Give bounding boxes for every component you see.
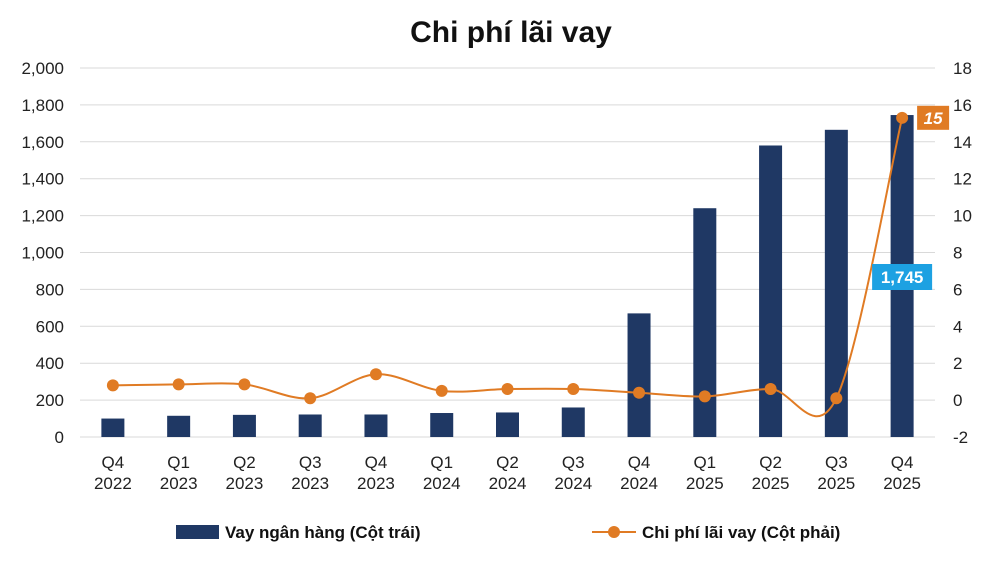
line-point: [698, 390, 711, 403]
category-label-quarter: Q4: [102, 453, 125, 472]
line-point: [633, 386, 646, 399]
category-label-year: 2023: [291, 474, 329, 493]
category-label-year: 2024: [423, 474, 461, 493]
bar-series: [101, 115, 914, 438]
callout-box: [872, 264, 933, 290]
category-label-quarter: Q3: [299, 453, 322, 472]
category-label-year: 2024: [620, 474, 658, 493]
line-point: [172, 378, 185, 391]
legend-item-line: Chi phí lãi vay (Cột phải): [592, 523, 840, 542]
right-tick-label: 0: [953, 391, 962, 410]
chart-title: Chi phí lãi vay: [410, 16, 612, 49]
data-callout: 1,745: [872, 264, 933, 290]
line-series: [106, 111, 909, 418]
line-point: [764, 383, 777, 396]
left-tick-label: 0: [55, 428, 64, 447]
line-point: [304, 392, 317, 405]
bar: [167, 415, 191, 437]
category-label-year: 2023: [357, 474, 395, 493]
line-point: [567, 383, 580, 396]
right-tick-label: 12: [953, 170, 972, 189]
legend-label: Vay ngân hàng (Cột trái): [225, 523, 421, 542]
bar: [561, 407, 585, 437]
bar: [627, 313, 651, 437]
legend: Vay ngân hàng (Cột trái) Chi phí lãi vay …: [176, 523, 840, 542]
category-label-quarter: Q4: [365, 453, 388, 472]
category-label-quarter: Q4: [891, 453, 914, 472]
category-label-year: 2023: [226, 474, 264, 493]
right-tick-label: 14: [953, 133, 972, 152]
left-tick-label: 1,600: [21, 133, 64, 152]
bar: [232, 414, 256, 437]
bar: [101, 418, 125, 437]
line-point: [106, 379, 119, 392]
line-point: [896, 111, 909, 124]
bar: [298, 414, 322, 437]
category-label-quarter: Q1: [693, 453, 716, 472]
category-label-quarter: Q3: [825, 453, 848, 472]
callout-label: 15: [924, 109, 943, 128]
left-tick-label: 800: [36, 280, 64, 299]
left-tick-label: 1,400: [21, 170, 64, 189]
callout-label: 1,745: [881, 268, 924, 287]
right-tick-label: 8: [953, 244, 962, 263]
right-axis: -2 0 2 4 6 8 10 12 14 16 18: [953, 59, 972, 447]
line-point: [238, 378, 251, 391]
line-point: [435, 384, 448, 397]
category-label-year: 2025: [883, 474, 921, 493]
data-callouts: 1,745 15: [872, 105, 950, 290]
category-label-year: 2025: [686, 474, 724, 493]
line-point: [501, 383, 514, 396]
bar: [496, 412, 519, 437]
legend-label: Chi phí lãi vay (Cột phải): [642, 523, 840, 542]
category-label-quarter: Q3: [562, 453, 585, 472]
category-label-year: 2022: [94, 474, 132, 493]
left-tick-label: 1,000: [21, 244, 64, 263]
bar: [759, 145, 783, 438]
left-tick-label: 200: [36, 391, 64, 410]
right-tick-label: 18: [953, 59, 972, 78]
right-tick-label: 4: [953, 317, 962, 336]
bar: [824, 129, 848, 437]
category-label-year: 2023: [160, 474, 198, 493]
line-point: [369, 368, 382, 381]
left-tick-label: 1,800: [21, 96, 64, 115]
category-axis: Q4 2022 Q1 2023 Q2 2023 Q3 2023 Q4 2023 Q1 2024 Q2 20…: [94, 453, 921, 493]
category-label-quarter: Q1: [430, 453, 453, 472]
category-label-year: 2025: [752, 474, 790, 493]
legend-swatch-bar: [176, 525, 219, 539]
bar: [364, 414, 388, 437]
category-label-quarter: Q4: [628, 453, 651, 472]
category-label-year: 2025: [817, 474, 855, 493]
left-tick-label: 400: [36, 354, 64, 373]
category-label-year: 2024: [554, 474, 592, 493]
right-tick-label: 6: [953, 280, 962, 299]
bar: [430, 413, 454, 437]
category-label-quarter: Q2: [233, 453, 256, 472]
legend-item-bar: Vay ngân hàng (Cột trái): [176, 523, 421, 542]
category-label-quarter: Q1: [167, 453, 190, 472]
left-tick-label: 600: [36, 317, 64, 336]
line-path: [112, 117, 904, 418]
callout-box: [917, 105, 950, 130]
category-label-quarter: Q2: [759, 453, 782, 472]
left-tick-label: 2,000: [21, 59, 64, 78]
line-point: [830, 392, 843, 405]
right-tick-label: 2: [953, 354, 962, 373]
category-label-quarter: Q2: [496, 453, 519, 472]
legend-swatch-marker: [608, 526, 620, 538]
data-callout: 15: [917, 105, 950, 130]
grid-lines: [80, 67, 935, 438]
bar: [693, 208, 717, 437]
right-tick-label: 16: [953, 96, 972, 115]
right-tick-label: -2: [953, 428, 968, 447]
left-axis: 0 200 400 600 800 1,000 1,200 1,400 1,600 1,800 2,…: [21, 59, 64, 447]
left-tick-label: 1,200: [21, 207, 64, 226]
right-tick-label: 10: [953, 207, 972, 226]
category-label-year: 2024: [489, 474, 527, 493]
